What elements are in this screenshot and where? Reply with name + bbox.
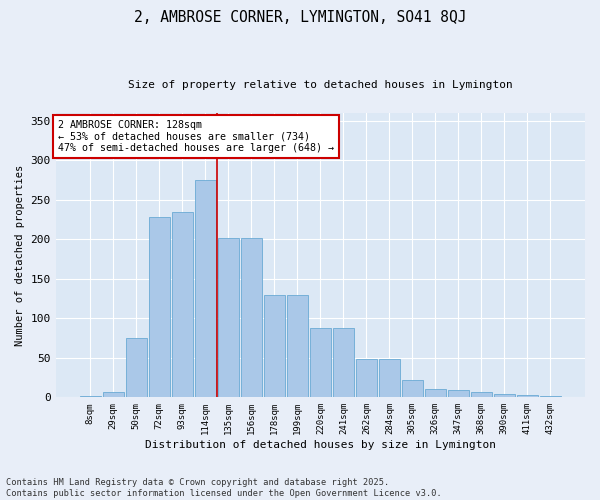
Bar (333, 328, 354, 398)
Bar (471, 392, 492, 398)
Bar (126, 338, 147, 398)
Bar (287, 294, 308, 398)
Bar (425, 388, 446, 398)
Bar (172, 212, 193, 398)
Text: 2 AMBROSE CORNER: 128sqm
← 53% of detached houses are smaller (734)
47% of semi-: 2 AMBROSE CORNER: 128sqm ← 53% of detach… (58, 120, 334, 154)
Bar (540, 396, 561, 398)
Bar (448, 390, 469, 398)
Bar (494, 394, 515, 398)
Text: Contains HM Land Registry data © Crown copyright and database right 2025.
Contai: Contains HM Land Registry data © Crown c… (6, 478, 442, 498)
Bar (80, 396, 101, 398)
Title: Size of property relative to detached houses in Lymington: Size of property relative to detached ho… (128, 80, 513, 90)
Text: 2, AMBROSE CORNER, LYMINGTON, SO41 8QJ: 2, AMBROSE CORNER, LYMINGTON, SO41 8QJ (134, 10, 466, 25)
Bar (517, 395, 538, 398)
Bar (103, 392, 124, 398)
Bar (149, 218, 170, 398)
Bar (356, 360, 377, 398)
Y-axis label: Number of detached properties: Number of detached properties (15, 164, 25, 346)
Bar (379, 360, 400, 398)
Bar (218, 238, 239, 398)
Bar (264, 294, 285, 398)
Bar (402, 380, 423, 398)
X-axis label: Distribution of detached houses by size in Lymington: Distribution of detached houses by size … (145, 440, 496, 450)
Bar (310, 328, 331, 398)
Bar (195, 180, 216, 398)
Bar (241, 238, 262, 398)
